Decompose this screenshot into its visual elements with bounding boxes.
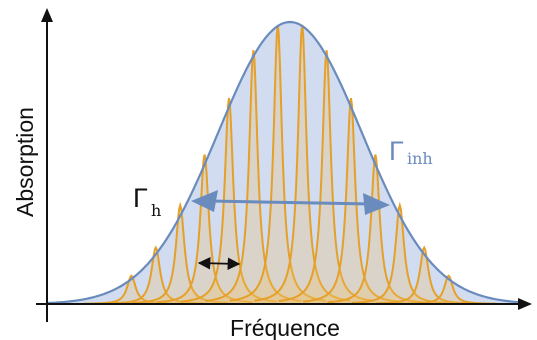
homogeneous-line-fill <box>205 50 302 305</box>
homogeneous-line-fill <box>327 154 424 304</box>
homogeneous-line <box>107 245 204 305</box>
gamma-h-subscript: h <box>151 201 161 220</box>
x-axis-label: Fréquence <box>230 315 340 340</box>
homogeneous-line <box>205 50 302 303</box>
homogeneous-line <box>132 201 229 304</box>
homogeneous-line-fill <box>132 205 229 304</box>
gamma-inh-label: Γ inh <box>389 136 433 168</box>
gamma-h-label: Γ h <box>133 183 161 220</box>
inh-arrowhead-left <box>191 190 218 212</box>
homogeneous-line-fill <box>376 247 473 304</box>
inh-arrowhead-right <box>363 193 390 215</box>
gamma-h-symbol: Γ <box>133 183 148 213</box>
homogeneous-line-fill <box>278 50 375 305</box>
homogeneous-line-fill <box>83 275 180 304</box>
homogeneous-line-fill <box>107 247 204 304</box>
homogeneous-line-fill <box>303 98 399 304</box>
y-axis-arrowhead <box>41 8 53 22</box>
gamma-inh-symbol: Γ <box>389 136 404 166</box>
y-axis-label: Absorption <box>12 107 38 217</box>
gamma-inh-subscript: inh <box>407 149 433 168</box>
homogeneous-line-fill <box>351 205 448 304</box>
homogeneous-line <box>302 97 400 303</box>
inhomogeneous-envelope <box>47 20 519 305</box>
homogeneous-line <box>278 50 375 303</box>
homogeneous-line-fill <box>229 24 326 305</box>
homogeneous-line-fill <box>400 275 497 304</box>
x-axis-arrowhead <box>518 298 532 310</box>
homogeneous-line <box>376 245 473 305</box>
homogeneous-line-fill <box>156 154 253 304</box>
homogeneous-line-fill <box>254 24 351 305</box>
axes <box>36 8 532 322</box>
homogeneous-width-arrow <box>197 256 241 271</box>
inhomogeneous-width-arrow <box>191 190 390 215</box>
